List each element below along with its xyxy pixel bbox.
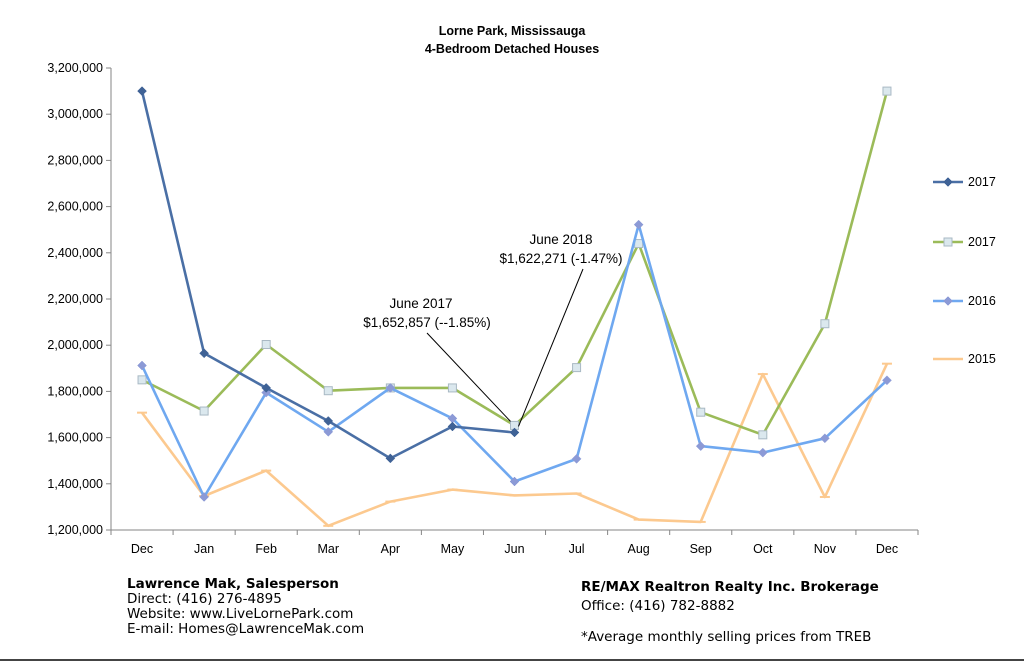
- y-tick-label: 1,600,000: [47, 431, 103, 445]
- data-point: [447, 421, 458, 432]
- y-tick-label: 2,200,000: [47, 292, 103, 306]
- data-point: [385, 453, 396, 464]
- x-tick-label: Dec: [876, 542, 898, 556]
- legend-item: 2016: [933, 294, 996, 308]
- x-tick-label: Oct: [753, 542, 773, 556]
- data-point: [882, 375, 892, 386]
- annotation-arrow: [518, 268, 584, 427]
- y-tick-label: 2,600,000: [47, 200, 103, 214]
- agent-name: Lawrence Mak, Salesperson: [127, 576, 339, 592]
- series-line: [140, 90, 515, 460]
- x-tick-label: Sep: [690, 542, 712, 556]
- data-point: [820, 319, 830, 329]
- legend-label: 2016: [968, 294, 996, 308]
- chart-subtitle: 4-Bedroom Detached Houses: [425, 42, 599, 56]
- y-tick-label: 2,000,000: [47, 338, 103, 352]
- series-2017-square: [137, 86, 892, 440]
- data-point: [199, 406, 209, 416]
- x-tick-label: Dec: [131, 542, 153, 556]
- y-tick-label: 1,400,000: [47, 477, 103, 491]
- bottom-divider: [0, 659, 1024, 661]
- data-point: [820, 433, 830, 444]
- data-point: [199, 492, 209, 502]
- legend-label: 2017: [968, 175, 996, 189]
- series-lines: [137, 86, 892, 528]
- x-tick-label: Jan: [194, 542, 214, 556]
- x-tick-label: May: [441, 542, 465, 556]
- x-tick-label: Apr: [381, 542, 400, 556]
- data-point: [199, 348, 209, 359]
- x-tick-label: Jul: [569, 542, 585, 556]
- annotations: June 2017 $1,652,857 (--1.85%) June 2018 $1…: [363, 232, 623, 427]
- series-2017-diamond: [137, 86, 520, 464]
- y-tick-label: 3,200,000: [47, 61, 103, 75]
- data-point: [758, 430, 768, 440]
- data-point: [447, 383, 457, 393]
- agent-email-link[interactable]: E-mail: Homes@LawrenceMak.com: [127, 621, 365, 637]
- data-point: [323, 426, 334, 437]
- data-point: [385, 383, 396, 393]
- chart-title: Lorne Park, Mississauga: [439, 24, 587, 38]
- data-point: [323, 386, 333, 396]
- y-tick-label: 1,800,000: [47, 384, 103, 398]
- annotation-value: $1,652,857 (--1.85%): [363, 315, 491, 330]
- agent-contact: Lawrence Mak, Salesperson Direct: (416) …: [127, 577, 364, 637]
- legend-item: 2015: [933, 352, 996, 366]
- data-point: [695, 441, 706, 452]
- series-line: [140, 363, 889, 528]
- legend-label: 2017: [968, 235, 996, 249]
- annotation-value: $1,622,271 (-1.47%): [499, 251, 622, 266]
- x-tick-label: Aug: [628, 542, 650, 556]
- data-point: [633, 219, 644, 230]
- data-point: [757, 447, 768, 458]
- x-tick-label: Mar: [318, 542, 340, 556]
- data-point: [943, 177, 953, 187]
- data-point: [696, 407, 706, 417]
- data-point: [137, 360, 147, 371]
- agent-website-link[interactable]: Website: www.LiveLornePark.com: [127, 606, 354, 622]
- source-note: *Average monthly selling prices from TRE…: [581, 629, 872, 645]
- data-point: [943, 237, 953, 247]
- legend: 2017 2017 2016 2015: [933, 175, 996, 366]
- legend-label: 2015: [968, 352, 996, 366]
- brokerage-contact: RE/MAX Realtron Realty Inc. Brokerage Of…: [581, 580, 879, 645]
- y-tick-label: 3,000,000: [47, 107, 103, 121]
- y-tick-label: 2,800,000: [47, 153, 103, 167]
- data-point: [137, 375, 147, 385]
- x-tick-label: Nov: [814, 542, 837, 556]
- data-point: [509, 427, 520, 438]
- legend-item: 2017: [933, 235, 996, 249]
- brokerage-name: RE/MAX Realtron Realty Inc. Brokerage: [581, 579, 879, 595]
- data-point: [323, 416, 334, 426]
- agent-direct-phone: Direct: (416) 276-4895: [127, 591, 282, 607]
- axes: 1,200,000 1,400,000 1,600,000 1,800,000 2,00…: [47, 61, 919, 556]
- data-point: [261, 383, 272, 393]
- data-point: [634, 239, 644, 249]
- data-point: [572, 363, 582, 373]
- annotation-label: June 2017: [389, 296, 452, 311]
- y-tick-label: 1,200,000: [47, 523, 103, 537]
- annotation-arrow: [426, 332, 511, 422]
- legend-item: 2017: [933, 175, 996, 189]
- annotation-label: June 2018: [529, 232, 592, 247]
- series-2015-dash: [137, 362, 892, 528]
- brokerage-office-phone: Office: (416) 782-8882: [581, 598, 735, 614]
- data-point: [943, 296, 953, 306]
- data-point: [571, 453, 582, 464]
- data-point: [509, 476, 520, 487]
- data-point: [137, 86, 147, 96]
- x-tick-label: Jun: [504, 542, 524, 556]
- x-tick-label: Feb: [255, 542, 277, 556]
- line-chart: Lorne Park, Mississauga 4-Bedroom Detach…: [47, 24, 996, 556]
- y-tick-label: 2,400,000: [47, 246, 103, 260]
- data-point: [882, 86, 892, 96]
- data-point: [261, 340, 271, 350]
